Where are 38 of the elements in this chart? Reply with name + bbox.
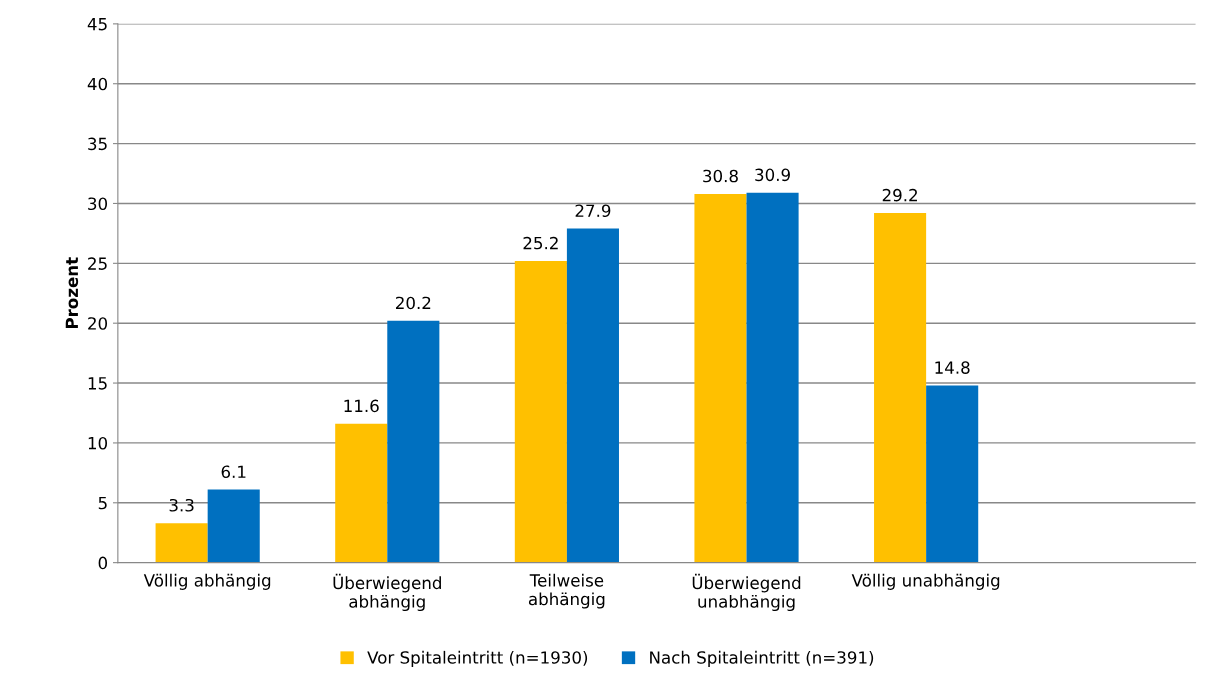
data-label: 29.2 (882, 188, 917, 202)
x-tick-label: Völlig abhängig (143, 573, 271, 590)
data-label: 6.1 (221, 465, 246, 479)
legend-label: Nach Spitaleintritt (n=391) (650, 650, 874, 667)
bar (746, 192, 799, 563)
data-label: 20.2 (395, 296, 431, 310)
bar (155, 523, 208, 563)
bar (694, 193, 747, 563)
y-tick-label: 5 (98, 496, 107, 510)
y-tick-label: 0 (98, 556, 108, 570)
data-label: 11.6 (344, 399, 379, 413)
bar (207, 489, 260, 563)
data-label: 3.3 (169, 498, 194, 512)
data-label: 25.2 (523, 236, 558, 250)
y-tick-label: 45 (87, 18, 107, 31)
y-tick-label: 10 (88, 436, 108, 450)
y-axis-title: Prozent (65, 257, 79, 329)
y-tick-label: 30 (88, 197, 108, 211)
y-tick-label: 40 (87, 77, 108, 91)
legend-label: Vor Spitaleintritt (n=1930) (367, 650, 588, 667)
data-label: 30.8 (703, 169, 738, 183)
data-label: 27.9 (575, 204, 611, 218)
y-tick-label: 20 (88, 317, 108, 330)
bar (926, 385, 979, 563)
x-tick-label: Überwiegend unabhängig (692, 573, 801, 612)
bar (335, 423, 388, 563)
bar (566, 228, 619, 563)
x-tick-label: Teilweise abhängig (528, 573, 605, 609)
y-tick-label: 25 (88, 257, 107, 270)
y-tick-label: 35 (88, 137, 107, 151)
data-label: 14.8 (935, 361, 970, 374)
bar (874, 213, 927, 563)
x-tick-label: Überwiegend abhängig (333, 573, 441, 612)
data-label: 30.9 (755, 168, 790, 182)
x-tick-label: Völlig unabhängig (851, 573, 1000, 590)
bar (514, 260, 567, 563)
bar (387, 320, 440, 563)
y-tick-label: 15 (88, 377, 107, 390)
